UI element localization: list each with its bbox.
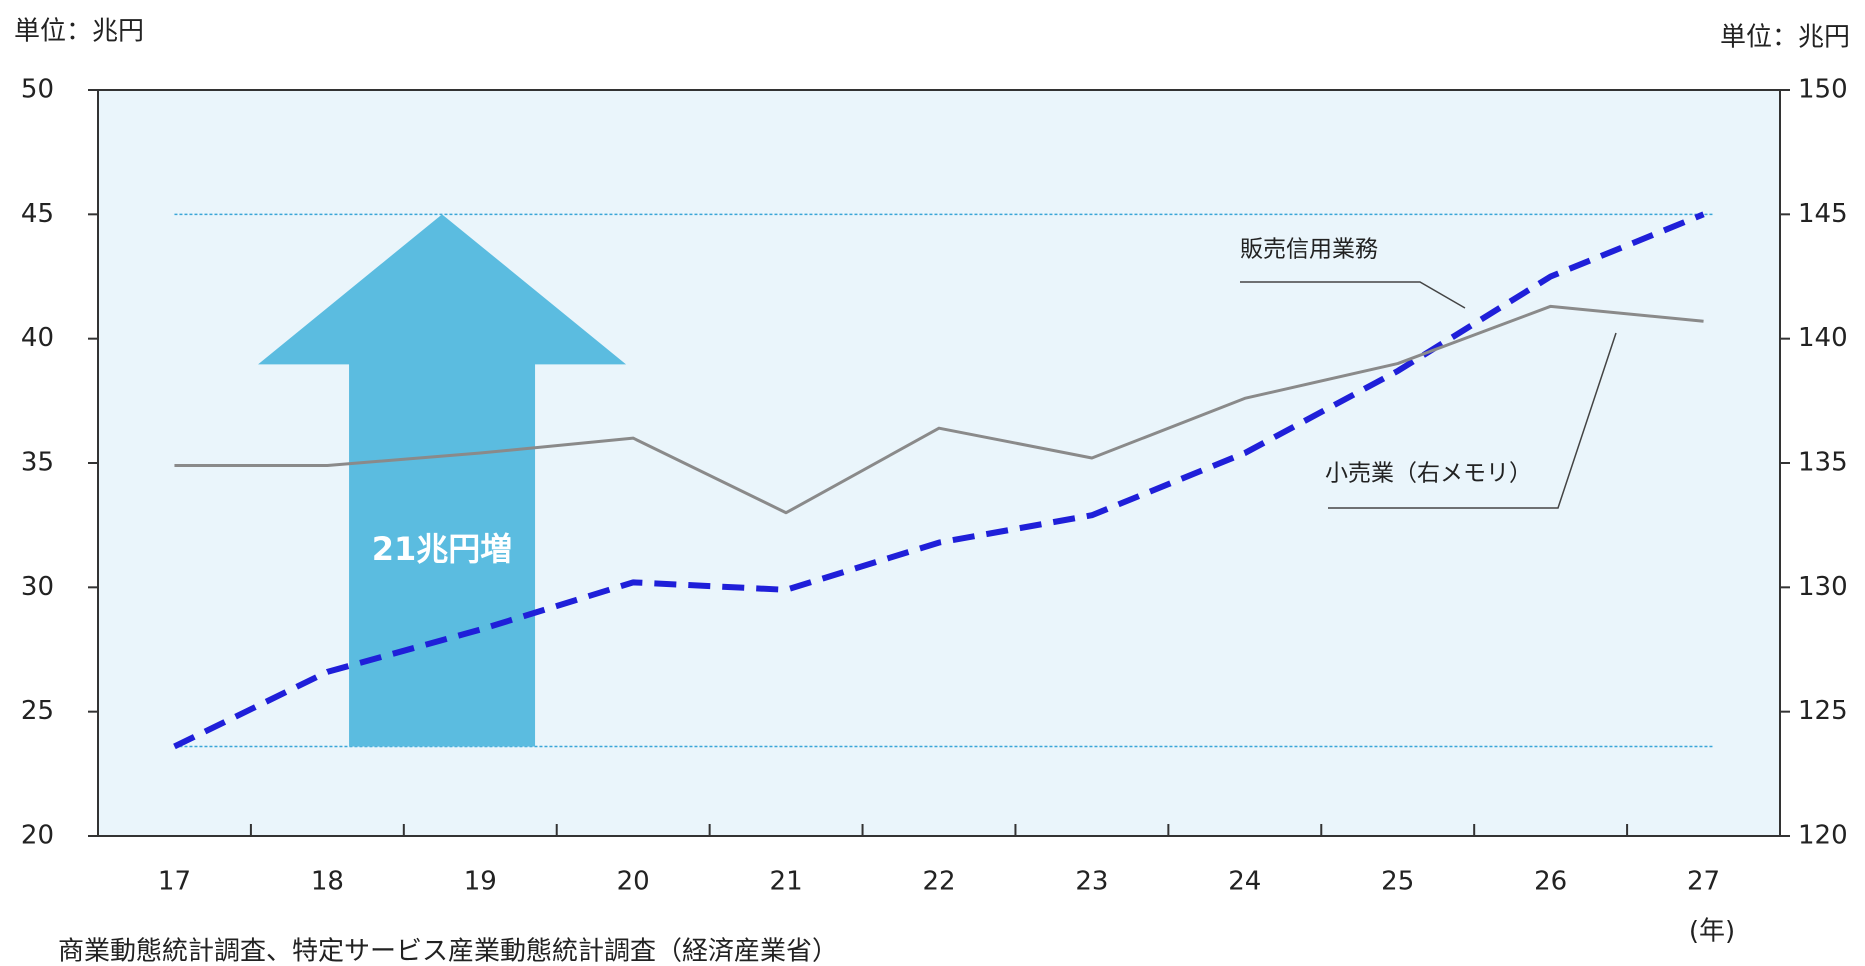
x-tick-label: 25	[1381, 867, 1414, 897]
y2-tick-label: 145	[1798, 199, 1848, 229]
left-unit: 単位：兆円	[14, 17, 144, 47]
leader-line	[1328, 332, 1617, 509]
x-tick-label: 22	[922, 867, 955, 897]
right-unit: 単位：兆円	[1720, 23, 1850, 53]
x-tick-label: 23	[1075, 867, 1108, 897]
x-tick-label: 26	[1534, 867, 1567, 897]
series-label: 小売業（右メモリ）	[1325, 461, 1532, 487]
y-tick-label: 25	[21, 696, 54, 726]
y2-tick-label: 125	[1798, 696, 1848, 726]
x-tick-label: 27	[1687, 867, 1720, 897]
y2-tick-label: 140	[1798, 323, 1848, 353]
series-label: 販売信用業務	[1240, 237, 1378, 263]
x-tick-label: 21	[770, 867, 803, 897]
x-tick-label: 24	[1228, 867, 1261, 897]
y-tick-label: 30	[21, 572, 54, 602]
x-tick-label: 19	[464, 867, 497, 897]
y2-tick-label: 150	[1798, 75, 1848, 105]
y-tick-label: 35	[21, 448, 54, 478]
x-tick-label: 18	[311, 867, 344, 897]
y2-tick-label: 130	[1798, 572, 1848, 602]
leader-line	[1240, 281, 1466, 309]
y-tick-label: 40	[21, 323, 54, 353]
series-line	[174, 304, 1704, 515]
y-tick-label: 50	[21, 75, 54, 105]
y2-tick-label: 135	[1798, 448, 1848, 478]
x-tick-label: 17	[158, 867, 191, 897]
y2-tick-label: 120	[1798, 821, 1848, 851]
series-line	[173, 211, 1705, 750]
y-tick-label: 20	[21, 821, 54, 851]
arrow-label: 21兆円増	[372, 530, 513, 568]
source: 商業動態統計調査、特定サービス産業動態統計調査（経済産業省）	[58, 937, 838, 966]
x-tick-label: 20	[617, 867, 650, 897]
x-unit: (年)	[1689, 917, 1735, 947]
y-tick-label: 45	[21, 199, 54, 229]
